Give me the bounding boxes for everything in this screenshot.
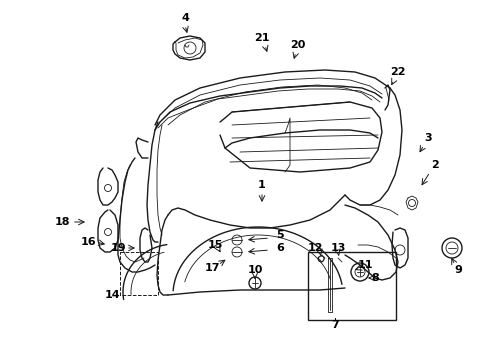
- Text: 11: 11: [357, 260, 373, 270]
- Text: 6: 6: [276, 243, 284, 253]
- Text: 10: 10: [247, 265, 263, 275]
- Text: 4: 4: [181, 13, 189, 23]
- Text: 1: 1: [258, 180, 266, 190]
- Bar: [308, 252, 396, 320]
- Text: 21: 21: [254, 33, 270, 43]
- Text: 5: 5: [276, 230, 284, 240]
- Text: 2: 2: [431, 160, 439, 170]
- Text: 17: 17: [204, 263, 220, 273]
- Text: 14: 14: [104, 290, 120, 300]
- Text: 7: 7: [331, 320, 339, 330]
- Text: 13: 13: [330, 243, 345, 253]
- Text: 16: 16: [80, 237, 96, 247]
- Text: 3: 3: [424, 133, 432, 143]
- Text: 22: 22: [390, 67, 406, 77]
- Text: 9: 9: [454, 265, 462, 275]
- Text: 12: 12: [307, 243, 323, 253]
- Text: 18: 18: [54, 217, 70, 227]
- Text: 15: 15: [207, 240, 222, 250]
- Text: 20: 20: [290, 40, 306, 50]
- Text: 8: 8: [371, 273, 379, 283]
- Text: 19: 19: [110, 243, 126, 253]
